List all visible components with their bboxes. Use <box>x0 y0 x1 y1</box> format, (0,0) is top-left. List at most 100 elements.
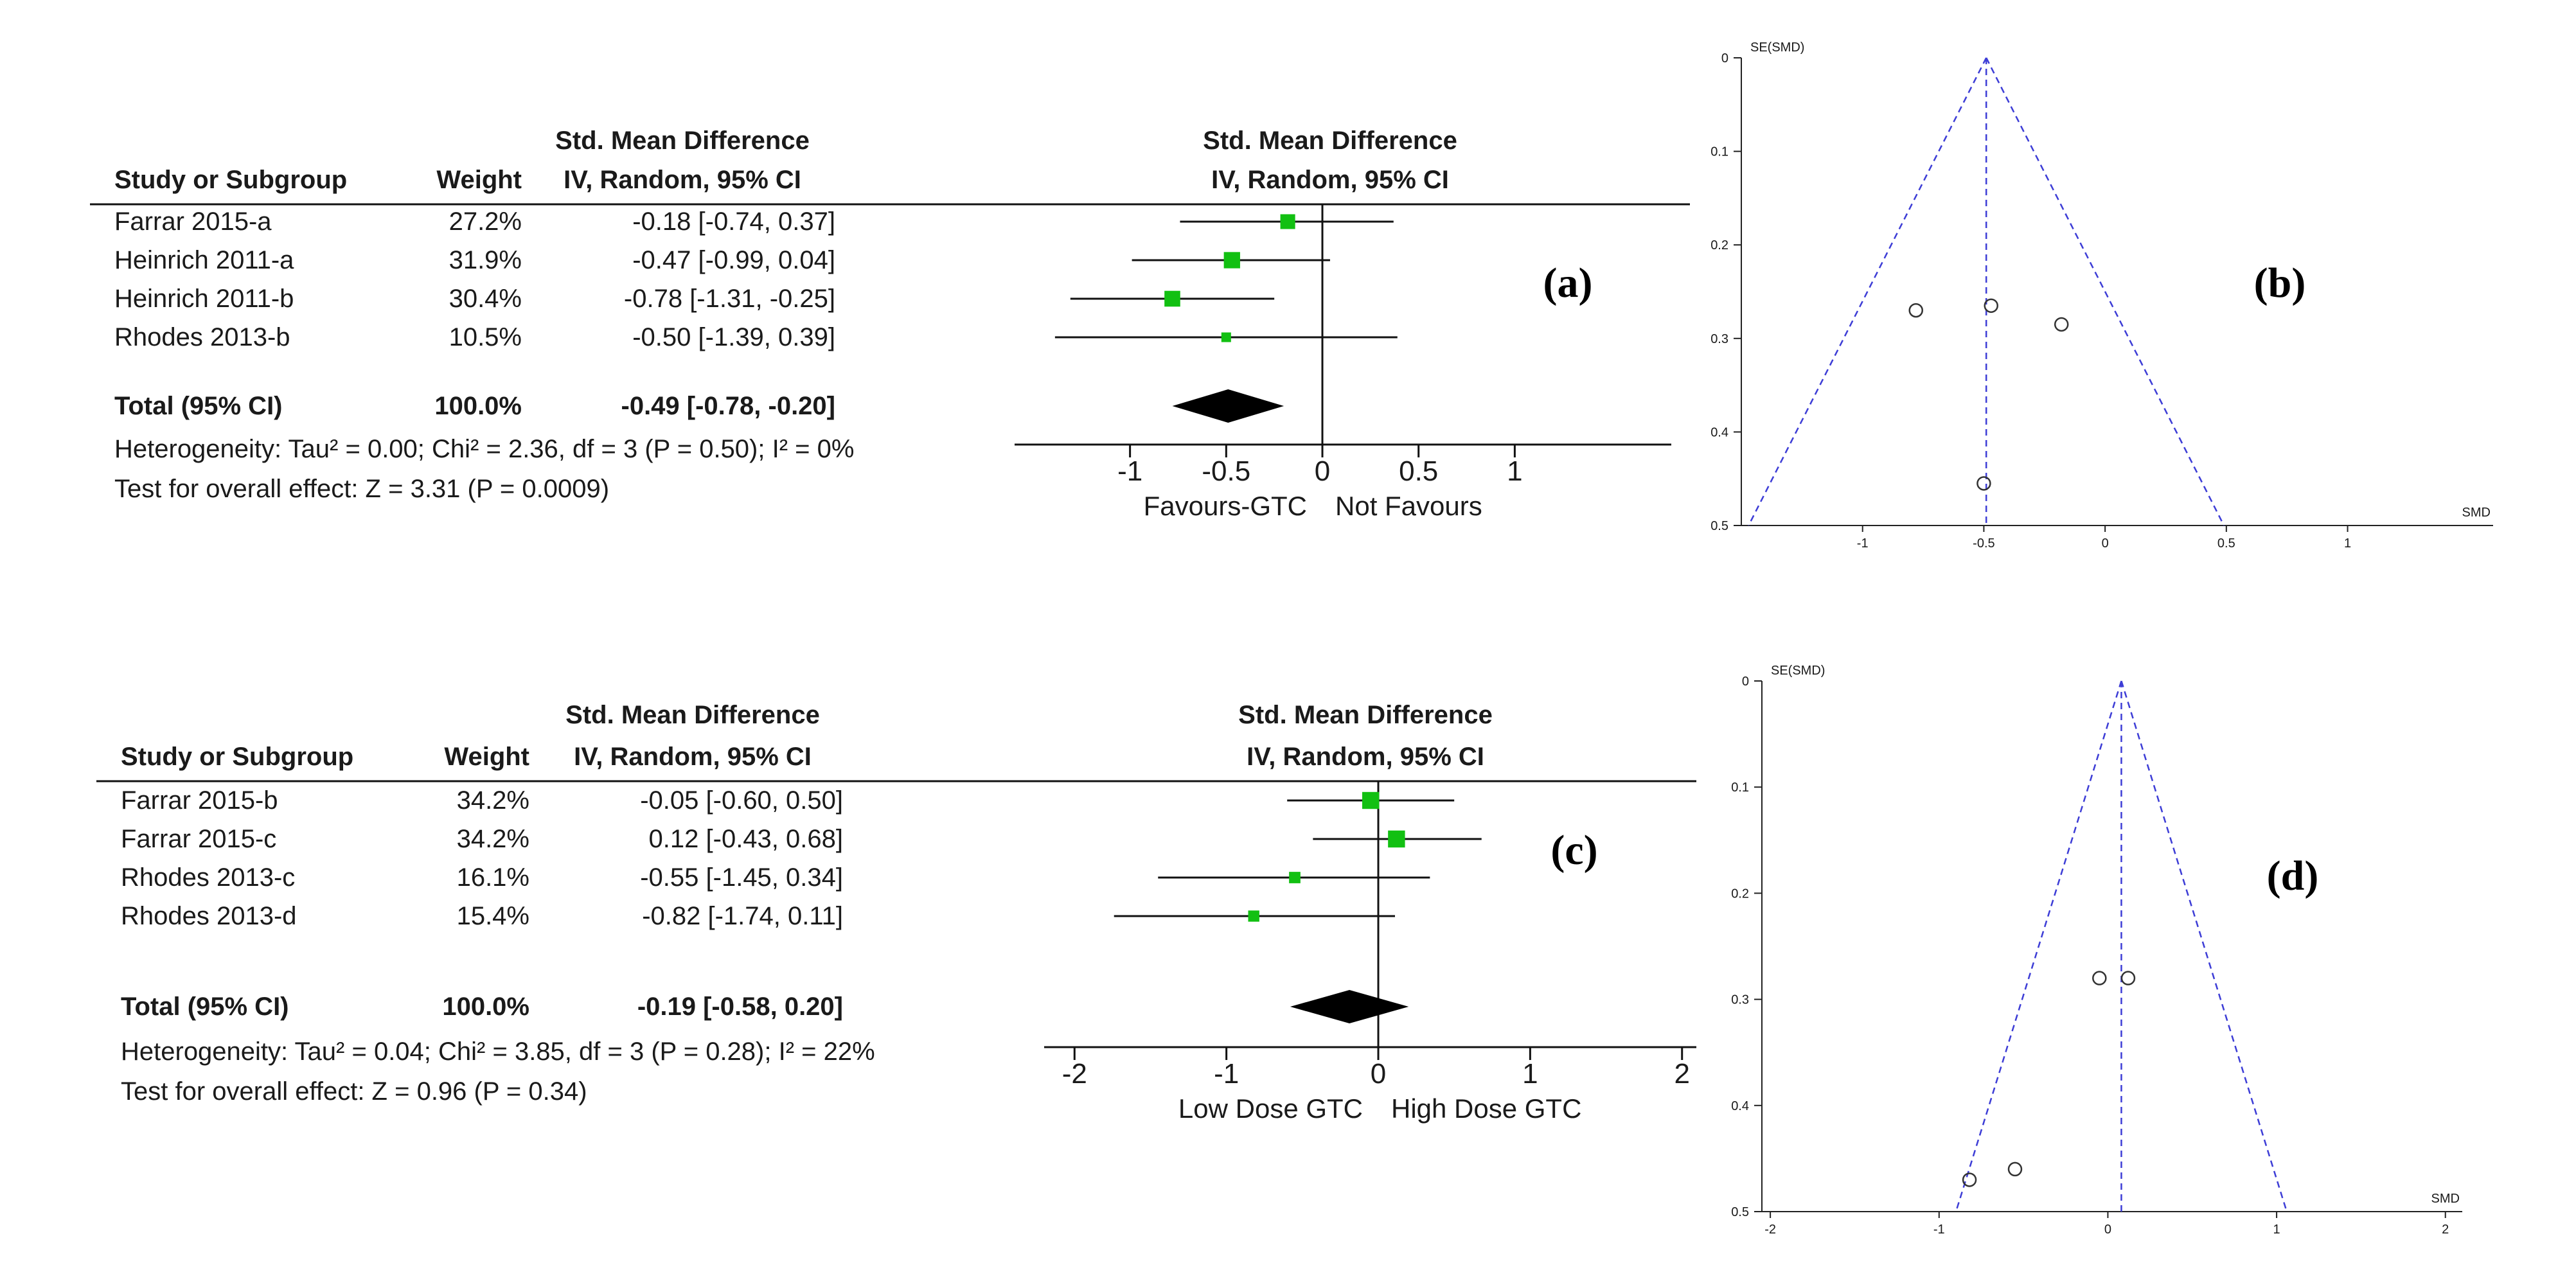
study-column-header: Study or Subgroup <box>121 743 353 771</box>
overall-effect-text: Test for overall effect: Z = 3.31 (P = 0… <box>114 475 609 503</box>
study-weight: 16.1% <box>457 863 529 892</box>
study-name: Heinrich 2011-b <box>114 285 294 313</box>
y-axis-title: SE(SMD) <box>1771 664 1825 678</box>
favours-left-label: Favours-GTC <box>1144 491 1307 521</box>
effect-marker <box>1223 252 1240 269</box>
study-weight: 31.9% <box>449 246 522 274</box>
study-point <box>1984 298 1998 314</box>
study-point <box>1962 1172 1977 1187</box>
x-axis-title: SMD <box>2462 506 2491 520</box>
study-point <box>2120 971 2136 985</box>
funnel-limit-right <box>2120 680 2288 1212</box>
pooled-effect-diamond <box>1290 990 1409 1023</box>
x-tick-label: -1 <box>1117 455 1142 487</box>
x-tick-label: 2 <box>2442 1223 2449 1237</box>
y-tick-label: 0.1 <box>1731 781 1749 795</box>
weight-column-header: Weight <box>444 743 529 771</box>
y-tick-label: 0.5 <box>1731 1205 1749 1219</box>
overall-effect-text: Test for overall effect: Z = 0.96 (P = 0… <box>121 1077 587 1106</box>
x-tick-label: -1 <box>1214 1058 1239 1090</box>
study-weight: 27.2% <box>449 208 522 236</box>
x-tick-label: 0.5 <box>1399 455 1438 487</box>
study-ci-text: -0.50 [-1.39, 0.39] <box>632 323 835 351</box>
x-tick-label: 0.5 <box>2217 536 2235 551</box>
study-ci-text: 0.12 [-0.43, 0.68] <box>649 825 843 853</box>
effect-header-bottom: IV, Random, 95% CI <box>574 743 812 771</box>
study-ci-text: -0.82 [-1.74, 0.11] <box>642 902 843 930</box>
y-tick-label: 0.4 <box>1731 1099 1749 1113</box>
favours-left-label: Low Dose GTC <box>1178 1093 1363 1124</box>
effect-marker <box>1289 872 1301 883</box>
study-column-header: Study or Subgroup <box>114 166 347 194</box>
favours-right-label: Not Favours <box>1335 491 1482 521</box>
x-tick-label: -0.5 <box>1202 455 1250 487</box>
panel-label: (d) <box>2267 852 2319 899</box>
study-name: Rhodes 2013-c <box>121 863 295 892</box>
x-tick-label: 0 <box>2104 1223 2111 1237</box>
effect-marker <box>1280 214 1295 229</box>
total-label: Total (95% CI) <box>114 392 283 420</box>
favours-right-label: High Dose GTC <box>1391 1093 1581 1124</box>
x-tick-label: -2 <box>1764 1223 1776 1237</box>
x-tick-label: 1 <box>1507 455 1522 487</box>
study-ci-text: -0.18 [-0.74, 0.37] <box>632 208 835 236</box>
y-tick-label: 0.2 <box>1710 238 1728 252</box>
effect-marker <box>1221 332 1231 342</box>
x-tick-label: 0 <box>1315 455 1330 487</box>
effect-marker <box>1164 290 1180 307</box>
effect-header-top: Std. Mean Difference <box>565 701 820 729</box>
funnel-limit-left <box>1748 57 1987 526</box>
effect-marker <box>1388 830 1405 848</box>
funnel-limit-left <box>1955 680 2122 1212</box>
funnel-plot-3: 0 0.1 0.2 0.3 0.4 0.5 -2 -1 0 1 2 SE(SMD) SMD (d) <box>1731 664 2462 1237</box>
study-ci-text: -0.47 [-0.99, 0.04] <box>632 246 835 274</box>
plot-header-bottom: IV, Random, 95% CI <box>1211 166 1449 194</box>
study-point <box>2092 971 2107 985</box>
y-tick-label: 0 <box>1742 675 1749 689</box>
study-name: Farrar 2015-a <box>114 208 272 236</box>
x-axis-title: SMD <box>2431 1192 2460 1206</box>
plot-header-top: Std. Mean Difference <box>1203 127 1457 155</box>
study-name: Rhodes 2013-b <box>114 323 290 351</box>
x-tick-label: -0.5 <box>1973 536 1994 551</box>
study-weight: 30.4% <box>449 285 522 313</box>
study-name: Rhodes 2013-d <box>121 902 297 930</box>
study-point <box>2054 317 2069 332</box>
plot-header-bottom: IV, Random, 95% CI <box>1247 743 1484 771</box>
effect-header-top: Std. Mean Difference <box>555 127 810 155</box>
effect-marker <box>1362 791 1380 809</box>
pooled-effect-diamond <box>1172 389 1284 423</box>
study-point <box>2007 1161 2023 1177</box>
panel-label: (c) <box>1550 827 1597 874</box>
study-ci-text: -0.78 [-1.31, -0.25] <box>624 285 835 313</box>
heterogeneity-text: Heterogeneity: Tau² = 0.04; Chi² = 3.85,… <box>121 1038 875 1066</box>
x-tick-label: 1 <box>2273 1223 2280 1237</box>
y-axis-title: SE(SMD) <box>1750 40 1804 55</box>
x-tick-label: -1 <box>1933 1223 1945 1237</box>
forest-plot-2: Std. Mean Difference Study or Subgroup Wei… <box>96 701 1696 1124</box>
effect-header-bottom: IV, Random, 95% CI <box>564 166 801 194</box>
study-name: Heinrich 2011-a <box>114 246 294 274</box>
total-weight: 100.0% <box>434 392 522 420</box>
x-tick-label: 1 <box>1522 1058 1538 1090</box>
study-weight: 15.4% <box>457 902 529 930</box>
total-ci-text: -0.49 [-0.78, -0.20] <box>621 392 836 420</box>
x-tick-label: -1 <box>1857 536 1869 551</box>
total-ci-text: -0.19 [-0.58, 0.20] <box>637 993 843 1021</box>
study-weight: 34.2% <box>457 786 529 815</box>
total-weight: 100.0% <box>442 993 529 1021</box>
study-point <box>1976 476 1991 491</box>
heterogeneity-text: Heterogeneity: Tau² = 0.00; Chi² = 2.36,… <box>114 435 854 463</box>
panel-label: (b) <box>2254 260 2306 306</box>
y-tick-label: 0.5 <box>1710 519 1728 533</box>
forest-plot-0: Std. Mean Difference Study or Subgroup Wei… <box>90 127 1690 521</box>
x-tick-label: -2 <box>1062 1058 1087 1090</box>
total-label: Total (95% CI) <box>121 993 289 1021</box>
x-tick-label: 2 <box>1674 1058 1689 1090</box>
y-tick-label: 0.3 <box>1710 332 1728 346</box>
study-name: Farrar 2015-c <box>121 825 276 853</box>
y-tick-label: 0.4 <box>1710 425 1728 439</box>
plot-header-top: Std. Mean Difference <box>1238 701 1493 729</box>
funnel-plot-1: 0 0.1 0.2 0.3 0.4 0.5 -1 -0.5 0 0.5 1 SE(SMD) SMD (b) <box>1710 40 2493 551</box>
